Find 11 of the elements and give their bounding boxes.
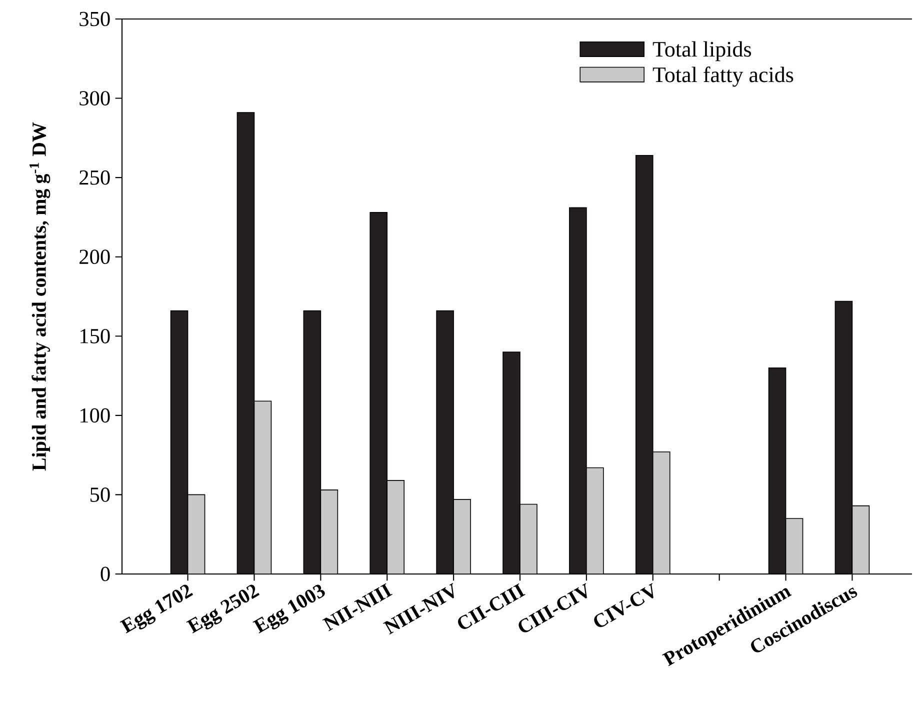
y-tick-label: 300 xyxy=(80,91,110,106)
y-tick-label: 50 xyxy=(90,488,110,502)
y-tick-label: 350 xyxy=(80,12,110,26)
y-tick-label: 200 xyxy=(80,250,110,264)
y-tick-label: 250 xyxy=(80,170,110,185)
y-tick-label: 0 xyxy=(100,566,110,582)
y-tick-label: 150 xyxy=(80,328,110,344)
y-tick-label: 100 xyxy=(80,408,110,423)
legend-label: Total lipids xyxy=(652,41,752,62)
legend-label: Total fatty acids xyxy=(652,66,794,87)
y-axis-title: Lipid and fatty acid contents, mg g$^{-1}$ DW xyxy=(30,122,50,471)
